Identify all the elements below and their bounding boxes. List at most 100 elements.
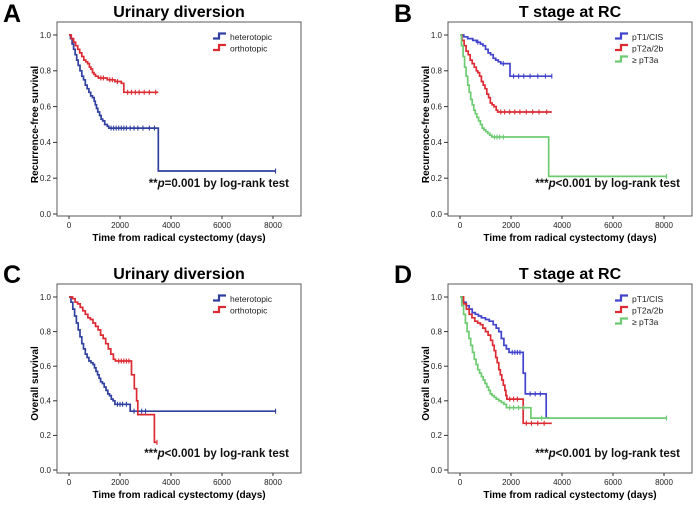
axis-title-y: Recurrence-free survival bbox=[30, 66, 41, 184]
p-value-stars: *** bbox=[535, 448, 549, 460]
censor-marks bbox=[493, 134, 668, 179]
legend-label: ≥ pT3a bbox=[632, 55, 659, 65]
x-tick-label: 4000 bbox=[553, 478, 571, 487]
legend-swatch bbox=[615, 55, 628, 63]
panel-letter-c: C bbox=[3, 261, 22, 289]
p-value-p: p bbox=[548, 448, 556, 460]
km-chart-d: 0 2000 4000 6000 8000 0.0 0.2 0.4 0.6 0.8 1.0 T sta… bbox=[421, 266, 693, 501]
y-tick-label: 0.6 bbox=[431, 102, 443, 111]
survival-curve-orthotopic bbox=[69, 296, 157, 444]
x-tick-label: 6000 bbox=[604, 478, 622, 487]
y-tick-label: 0.6 bbox=[40, 102, 52, 111]
x-tick-label: 2000 bbox=[502, 221, 520, 230]
y-tick-label: 0.2 bbox=[40, 431, 52, 440]
x-tick-label: 4000 bbox=[162, 478, 180, 487]
p-value-stars: *** bbox=[144, 448, 158, 460]
chart-title: T stage at RC bbox=[519, 266, 622, 283]
y-tick-label: 0.0 bbox=[431, 210, 443, 219]
y-tick-label: 0.6 bbox=[40, 362, 52, 371]
panel-letter-d: D bbox=[394, 261, 413, 289]
km-chart-b: 0 2000 4000 6000 8000 0.0 0.2 0.4 0.6 0.8 1.0 T sta… bbox=[421, 4, 693, 244]
legend-label: heterotopic bbox=[230, 32, 273, 42]
censor-marks bbox=[477, 39, 553, 79]
legend-label: orthotopic bbox=[230, 306, 268, 316]
legend-swatch bbox=[615, 317, 628, 325]
x-tick-label: 6000 bbox=[213, 478, 231, 487]
legend-swatch bbox=[615, 294, 628, 302]
survival-curve-heterotopic bbox=[69, 296, 276, 413]
survival-curve-pt1cis bbox=[460, 296, 550, 419]
y-tick-label: 1.0 bbox=[431, 293, 443, 302]
p-value-p: p bbox=[157, 448, 165, 460]
x-tick-label: 8000 bbox=[655, 221, 673, 230]
y-tick-label: 0.0 bbox=[431, 466, 443, 475]
axis-title-y: Recurrence-free survival bbox=[421, 66, 432, 184]
legend-label: pT2a/2b bbox=[632, 44, 663, 54]
x-tick-label: 6000 bbox=[213, 221, 231, 230]
legend-swatch bbox=[615, 43, 628, 52]
legend-swatch bbox=[213, 305, 226, 314]
x-tick-label: 6000 bbox=[604, 221, 622, 230]
axis-title-x: Time from radical cystectomy (days) bbox=[92, 233, 265, 244]
axis-title-x: Time from radical cystectomy (days) bbox=[483, 233, 656, 244]
y-tick-label: 0.4 bbox=[40, 138, 52, 147]
panel-a: A 0 2000 4000 6000 8000 0.0 0.2 0.4 0.6 0.8 1.0 Uri… bbox=[0, 0, 350, 254]
p-value-annotation: ***p<0.001 by log-rank test bbox=[144, 448, 289, 460]
y-tick-label: 0.4 bbox=[431, 397, 443, 406]
x-tick-label: 0 bbox=[67, 478, 72, 487]
x-tick-label: 8000 bbox=[655, 478, 673, 487]
axis-title-y: Overall survival bbox=[30, 346, 41, 421]
p-value-stars: *** bbox=[535, 178, 549, 190]
y-tick-label: 0.8 bbox=[431, 67, 443, 76]
x-tick-label: 4000 bbox=[162, 221, 180, 230]
axis-title-x: Time from radical cystectomy (days) bbox=[483, 490, 656, 501]
legend-label: ≥ pT3a bbox=[632, 317, 659, 327]
legend-swatch bbox=[615, 32, 628, 40]
y-tick-label: 1.0 bbox=[40, 31, 52, 40]
panel-d: D 0 2000 4000 6000 8000 0.0 0.2 0.4 0.6 0.8 1.0 T s… bbox=[350, 254, 700, 508]
legend-swatch bbox=[213, 294, 226, 302]
p-value-rest: <0.001 by log-rank test bbox=[165, 448, 289, 460]
legend-swatch bbox=[213, 32, 226, 40]
p-value-rest: <0.001 by log-rank test bbox=[556, 178, 680, 190]
y-tick-label: 1.0 bbox=[40, 293, 52, 302]
y-tick-label: 0.6 bbox=[431, 362, 443, 371]
panel-letter-a: A bbox=[3, 0, 22, 28]
legend-label: heterotopic bbox=[230, 294, 273, 304]
km-chart-c: 0 2000 4000 6000 8000 0.0 0.2 0.4 0.6 0.8 1.0 Urina… bbox=[30, 266, 302, 501]
survival-curve-orthotopic bbox=[69, 34, 159, 94]
p-value-annotation: **p=0.001 by log-rank test bbox=[149, 178, 289, 190]
y-tick-label: 0.2 bbox=[431, 431, 443, 440]
p-value-p: p bbox=[157, 178, 165, 190]
chart-title: T stage at RC bbox=[519, 4, 622, 21]
x-tick-label: 0 bbox=[67, 221, 72, 230]
x-tick-label: 0 bbox=[458, 221, 463, 230]
y-tick-label: 0.8 bbox=[40, 67, 52, 76]
censor-marks bbox=[509, 396, 545, 426]
p-value-rest: =0.001 by log-rank test bbox=[165, 178, 289, 190]
p-value-rest: <0.001 by log-rank test bbox=[556, 448, 680, 460]
y-tick-label: 0.4 bbox=[40, 397, 52, 406]
legend-label: pT1/CIS bbox=[632, 32, 664, 42]
plot-frame bbox=[56, 283, 302, 474]
survival-curve-pt1cis bbox=[460, 34, 552, 78]
survival-curve-pt3a bbox=[460, 34, 667, 178]
y-tick-label: 0.4 bbox=[431, 138, 443, 147]
y-tick-label: 0.2 bbox=[40, 174, 52, 183]
x-tick-label: 2000 bbox=[111, 478, 129, 487]
axis-title-y: Overall survival bbox=[421, 346, 432, 421]
y-tick-label: 0.8 bbox=[431, 327, 443, 336]
axis-title-x: Time from radical cystectomy (days) bbox=[92, 490, 265, 501]
km-chart-a: 0 2000 4000 6000 8000 0.0 0.2 0.4 0.6 0.8 1.0 Urina… bbox=[30, 4, 302, 244]
p-value-annotation: ***p<0.001 by log-rank test bbox=[535, 448, 680, 460]
y-tick-label: 0.0 bbox=[40, 466, 52, 475]
x-tick-label: 8000 bbox=[264, 221, 282, 230]
censor-marks bbox=[500, 109, 548, 115]
censor-marks bbox=[118, 358, 158, 445]
survival-curve-pt2a2b bbox=[460, 296, 552, 425]
x-tick-label: 0 bbox=[458, 478, 463, 487]
panel-letter-b: B bbox=[394, 0, 413, 28]
x-tick-label: 2000 bbox=[111, 221, 129, 230]
survival-curve-pt2a2b bbox=[460, 34, 552, 113]
legend-label: orthotopic bbox=[230, 44, 268, 54]
